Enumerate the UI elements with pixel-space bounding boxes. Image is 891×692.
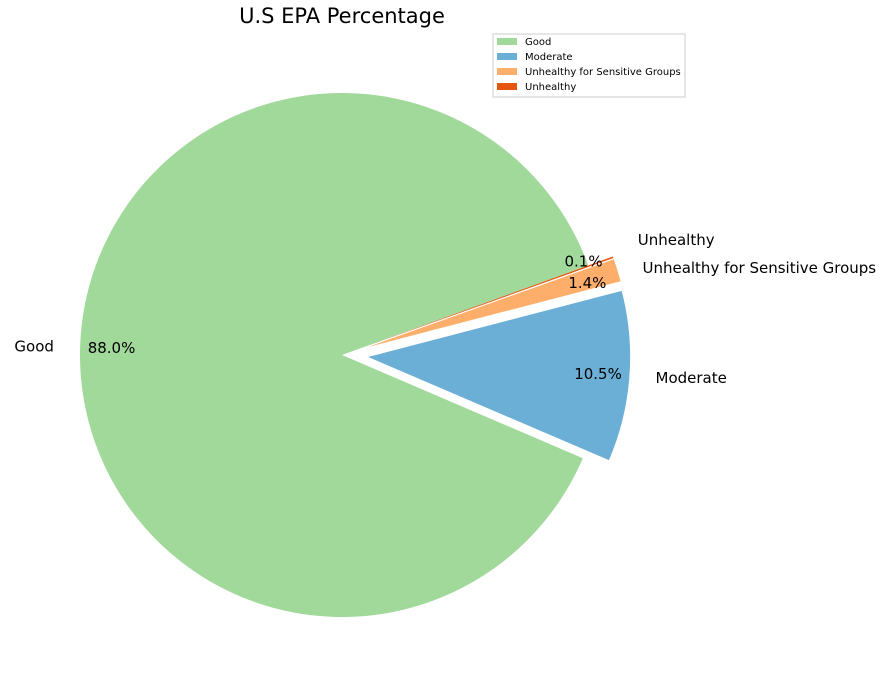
slice-label-unhealthy-for-sensitive-groups: Unhealthy for Sensitive Groups (642, 259, 876, 277)
pct-label-moderate: 10.5% (574, 365, 622, 383)
pie-slice-unhealthy (366, 256, 614, 347)
legend-swatch-good (497, 38, 517, 45)
legend-swatch-moderate (497, 53, 517, 60)
pct-label-unhealthy-for-sensitive-groups: 1.4% (568, 274, 606, 292)
legend-label-unhealthy: Unhealthy (525, 82, 576, 93)
legend-swatch-unhealthy (497, 83, 517, 90)
pie-slices (79, 93, 631, 618)
pie-labels: Good 88.0% Moderate 10.5% Unhealthy for Sens… (14, 231, 876, 387)
slice-label-unhealthy: Unhealthy (638, 231, 715, 249)
pie-slice-moderate (368, 290, 631, 461)
legend-frame (492, 33, 686, 98)
slice-label-moderate: Moderate (656, 369, 727, 387)
legend-label-moderate: Moderate (525, 52, 573, 63)
pct-label-good: 88.0% (88, 339, 136, 357)
legend-swatch-unhealthy-for-sensitive-groups (497, 68, 517, 75)
chart-legend: Good Moderate Unhealthy for Sensitive Grou… (492, 33, 686, 98)
pie-slice-unhealthy-for-sensitive-groups (367, 259, 621, 348)
legend-label-good: Good (525, 37, 551, 48)
chart-title: U.S EPA Percentage (239, 4, 445, 28)
legend-label-unhealthy-for-sensitive-groups: Unhealthy for Sensitive Groups (525, 67, 681, 78)
slice-label-good: Good (14, 337, 54, 355)
pie-slice-good (79, 93, 589, 618)
pct-label-unhealthy: 0.1% (564, 252, 602, 270)
